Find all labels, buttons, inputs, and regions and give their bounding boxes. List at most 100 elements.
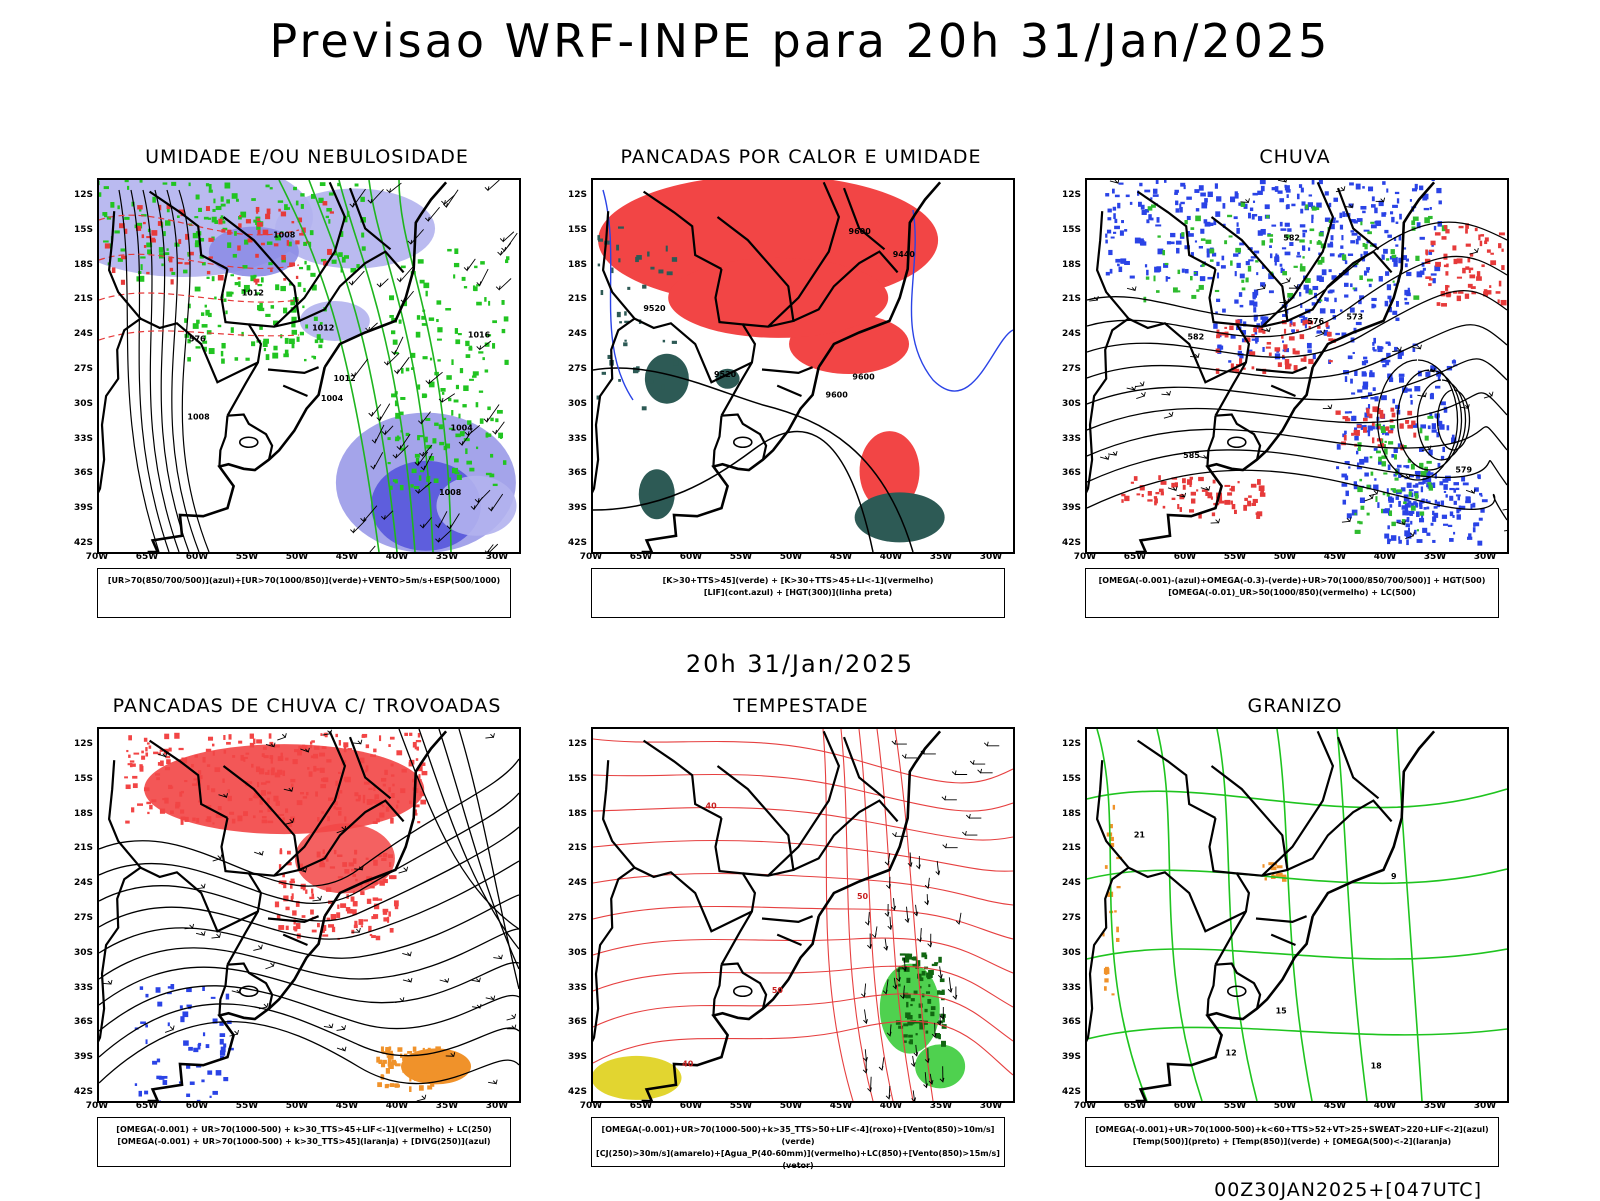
contour-label: 1008 — [273, 230, 296, 239]
field-speck — [256, 222, 263, 227]
field-speck — [1306, 342, 1312, 349]
field-speck — [1501, 265, 1505, 271]
field-speck — [1403, 445, 1407, 448]
latitude-label: 30S — [567, 398, 587, 409]
field-speck — [103, 240, 109, 243]
country-border — [1270, 384, 1296, 398]
contour-label: 579 — [1455, 466, 1472, 475]
wind-arrow — [1200, 486, 1211, 492]
field-speck — [230, 274, 235, 277]
field-speck — [1230, 260, 1233, 266]
field-speck — [238, 215, 242, 220]
field-speck — [1481, 499, 1488, 503]
field-speck — [333, 806, 336, 810]
contour-label: 9440 — [893, 250, 916, 259]
field-speck — [1364, 472, 1369, 477]
field-speck — [327, 816, 330, 822]
field-speck — [360, 196, 365, 202]
field-speck — [1284, 251, 1291, 256]
field-speck — [180, 809, 185, 814]
lake — [732, 436, 753, 449]
wind-arrow — [924, 894, 930, 906]
field-speck — [145, 1024, 148, 1028]
field-speck — [1425, 276, 1432, 279]
wind-arrow — [400, 290, 414, 304]
field-speck — [1241, 279, 1245, 283]
field-speck — [636, 255, 642, 260]
wind-arrow — [936, 1013, 942, 1026]
wind-arrow — [398, 866, 409, 874]
field-speck — [1357, 446, 1361, 451]
field-speck — [360, 882, 363, 888]
contour-line — [840, 729, 874, 1101]
field-speck — [1398, 536, 1401, 540]
field-speck — [1375, 496, 1378, 502]
field-speck — [1328, 338, 1334, 341]
field-speck — [1317, 240, 1321, 243]
field-speck — [290, 778, 296, 783]
field-speck — [1384, 432, 1390, 436]
field-speck — [302, 796, 308, 799]
field-speck — [601, 371, 607, 375]
field-speck — [285, 906, 290, 911]
field-speck — [1262, 346, 1265, 352]
wind-arrow — [1100, 455, 1110, 461]
field-speck — [114, 230, 120, 234]
field-speck — [1439, 481, 1444, 486]
contour-line — [1087, 426, 1507, 457]
field-speck — [1236, 222, 1239, 227]
field-speck — [1350, 283, 1353, 288]
longitude-label: 65W — [1123, 552, 1147, 562]
field-speck — [1344, 430, 1347, 435]
wind-arrow — [920, 749, 936, 755]
field-speck — [1389, 296, 1392, 303]
field-speck — [1390, 407, 1395, 412]
legend-text: [OMEGA(-0.001)+UR>70(1000-500)+k>35_TTS>… — [601, 1125, 995, 1146]
field-speck — [230, 327, 234, 333]
field-speck — [1375, 423, 1382, 427]
field-speck — [1381, 346, 1384, 350]
field-speck — [1406, 271, 1412, 277]
field-speck — [267, 820, 274, 824]
field-speck — [1207, 191, 1213, 198]
field-speck — [409, 732, 413, 736]
field-speck — [1404, 301, 1410, 305]
latitude-label: 39S — [567, 503, 587, 514]
longitude-label: 50W — [779, 1101, 803, 1111]
contour-line — [166, 189, 200, 552]
field-speck — [1289, 319, 1293, 326]
field-speck — [168, 747, 172, 752]
field-speck — [165, 220, 171, 226]
field-speck — [1239, 273, 1245, 279]
field-speck — [938, 956, 942, 963]
field-speck — [1103, 986, 1107, 991]
field-speck — [1330, 235, 1334, 241]
field-speck — [171, 271, 176, 275]
wind-arrow — [1176, 492, 1187, 498]
field-speck — [903, 958, 910, 963]
longitude-label: 55W — [1223, 1101, 1247, 1111]
field-speck — [480, 261, 485, 265]
contour-line — [99, 792, 519, 904]
field-speck — [132, 783, 138, 789]
field-speck — [448, 477, 452, 482]
field-speck — [1284, 222, 1290, 227]
field-speck — [351, 929, 355, 934]
field-speck — [1233, 509, 1237, 515]
field-speck — [1386, 258, 1390, 261]
field-speck — [184, 334, 190, 338]
field-speck — [1144, 209, 1150, 213]
wind-arrow — [1364, 494, 1374, 502]
field-speck — [1378, 456, 1382, 462]
field-speck — [184, 318, 188, 323]
field-speck — [1299, 239, 1305, 243]
field-speck — [351, 868, 357, 872]
field-speck — [1305, 288, 1312, 294]
field-speck — [1436, 302, 1441, 306]
field-speck — [284, 337, 289, 344]
field-speck — [1220, 265, 1226, 269]
field-speck — [1347, 253, 1354, 256]
field-speck — [389, 314, 394, 318]
longitude-label: 45W — [829, 1101, 853, 1111]
wind-arrow — [1465, 489, 1476, 495]
